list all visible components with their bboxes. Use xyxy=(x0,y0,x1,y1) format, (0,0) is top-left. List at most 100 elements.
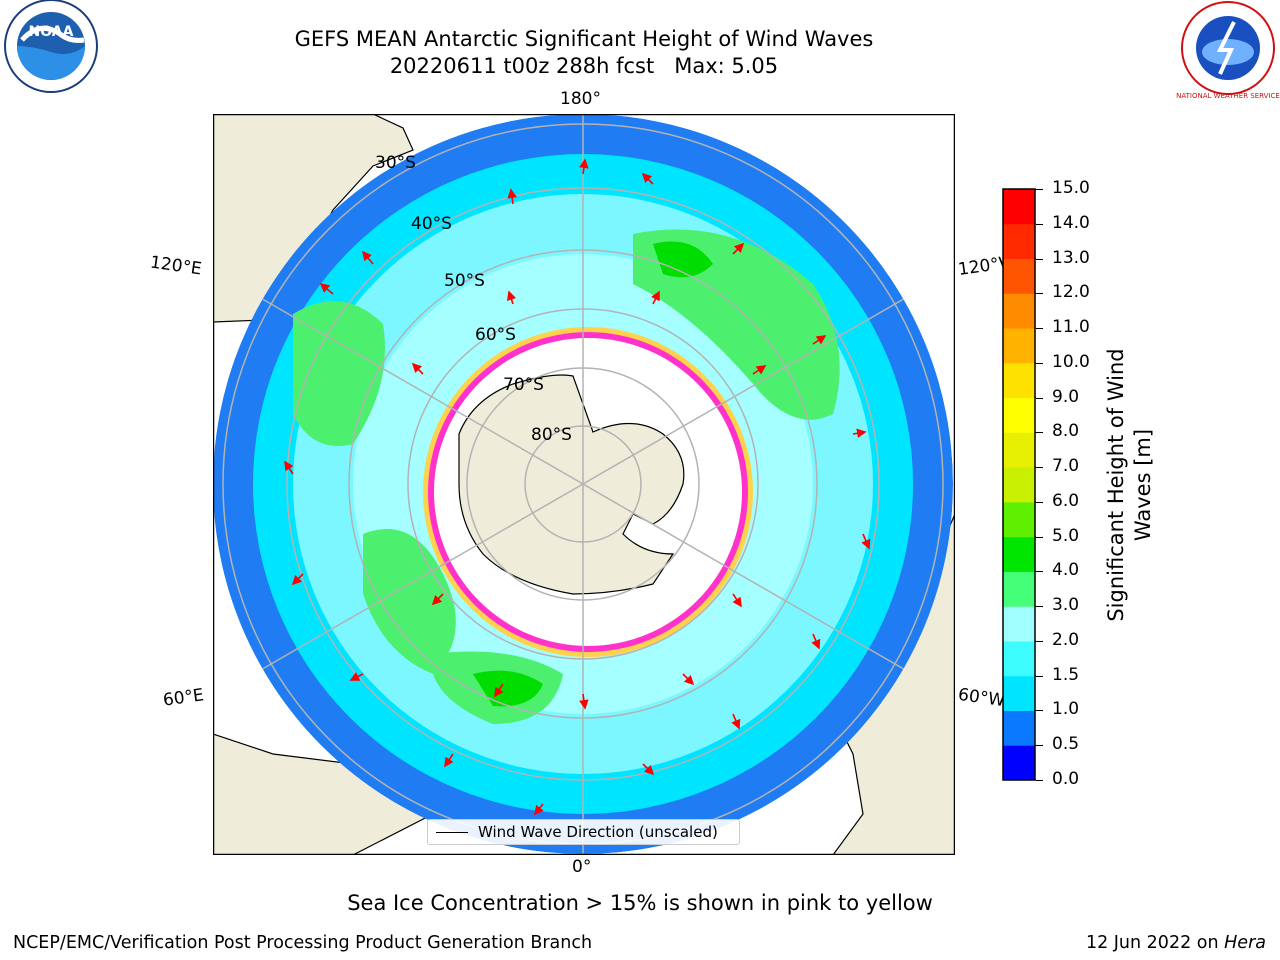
colorbar-tick-label: 6.0 xyxy=(1052,490,1080,511)
colorbar-title: Significant Height of Wind Waves [m] xyxy=(1103,305,1157,665)
colorbar-segment xyxy=(1003,571,1035,607)
colorbar-tick-label: 15.0 xyxy=(1052,178,1090,198)
colorbar-segment xyxy=(1003,675,1035,711)
arrow xyxy=(641,172,654,185)
lat-label-60s: 60°S xyxy=(475,325,516,345)
colorbar-segment xyxy=(1003,328,1035,364)
date-stamp: 12 Jun 2022 on Hera xyxy=(1086,933,1266,953)
colorbar-tick-mark xyxy=(1036,432,1043,434)
colorbar-segment xyxy=(1003,710,1035,746)
noaa-logo: NOAA xyxy=(4,0,98,93)
legend-label: Wind Wave Direction (unscaled) xyxy=(478,823,718,841)
arrow xyxy=(411,362,424,375)
colorbar-segment xyxy=(1003,293,1035,329)
lon-label-60e: 60°E xyxy=(161,685,206,711)
lat-label-70s: 70°S xyxy=(503,375,544,395)
arrow xyxy=(431,593,444,606)
colorbar-tick-label: 7.0 xyxy=(1052,456,1080,477)
colorbar-tick-label: 5.0 xyxy=(1052,525,1080,546)
colorbar-tick-label: 8.0 xyxy=(1052,421,1080,442)
colorbar-tick-mark xyxy=(1036,258,1043,260)
arrow xyxy=(651,290,660,305)
colorbar-tick-mark xyxy=(1036,710,1043,712)
credit-text: NCEP/EMC/Verification Post Processing Pr… xyxy=(13,933,593,953)
legend-line-swatch xyxy=(436,832,468,833)
arrow xyxy=(361,250,374,265)
colorbar-tick-mark xyxy=(1036,780,1043,781)
colorbar-title-line1: Significant Height of Wind xyxy=(1104,348,1128,622)
arrow xyxy=(284,460,294,475)
arrow xyxy=(752,365,767,375)
colorbar-tick-mark xyxy=(1036,501,1043,503)
colorbar-title-line2: Waves [m] xyxy=(1131,428,1155,542)
colorbar-tick-label: 0.0 xyxy=(1052,769,1080,789)
arrow xyxy=(494,683,504,698)
polar-map: 30°S 40°S 50°S 60°S 70°S 80°S xyxy=(213,114,955,855)
nws-logo: NATIONAL WEATHER SERVICE xyxy=(1176,1,1280,100)
colorbar-tick-label: 2.0 xyxy=(1052,629,1080,650)
arrow xyxy=(642,763,655,776)
colorbar-tick-mark xyxy=(1036,362,1043,364)
chart-title: GEFS MEAN Antarctic Significant Height o… xyxy=(294,27,874,51)
arrow xyxy=(534,803,544,816)
chart-subtitle: 20220611 t00z 288h fcst Max: 5.05 xyxy=(389,54,779,78)
date-prefix: 12 Jun 2022 on xyxy=(1085,933,1225,953)
arrow xyxy=(852,428,867,439)
ocean-field xyxy=(213,114,953,854)
lon-label-120e: 120°E xyxy=(148,252,203,280)
colorbar-tick-mark xyxy=(1036,293,1043,295)
lon-label-60w: 60°W xyxy=(956,684,1007,712)
colorbar-tick-mark xyxy=(1036,328,1043,330)
colorbar-tick-label: 9.0 xyxy=(1052,386,1080,407)
colorbar-tick-mark xyxy=(1036,397,1043,399)
colorbar-segment xyxy=(1003,640,1035,677)
colorbar-segment xyxy=(1003,432,1035,468)
arrow xyxy=(812,335,827,345)
noaa-logo-text: NOAA xyxy=(29,24,74,40)
arrow xyxy=(811,633,821,650)
arrow xyxy=(682,673,695,686)
colorbar-tick-mark xyxy=(1036,606,1043,608)
arrow xyxy=(732,242,745,255)
colorbar-segment xyxy=(1003,467,1035,503)
arrow xyxy=(731,713,741,730)
lon-label-180: 180° xyxy=(560,89,601,109)
lat-label-40s: 40°S xyxy=(411,214,452,234)
map-frame xyxy=(213,114,955,855)
arrow xyxy=(732,593,742,608)
arrow xyxy=(861,533,871,550)
colorbar-segment xyxy=(1003,258,1035,294)
wave-direction-arrows xyxy=(284,158,871,816)
colorbar-tick-mark xyxy=(1036,536,1043,538)
colorbar-segment xyxy=(1003,223,1035,260)
colorbar-tick-mark xyxy=(1036,640,1043,642)
lat-label-50s: 50°S xyxy=(444,271,485,291)
colorbar-tick-label: 13.0 xyxy=(1052,247,1090,268)
lat-label-30s: 30°S xyxy=(375,153,416,173)
lon-label-0: 0° xyxy=(572,857,592,877)
arrow xyxy=(507,188,517,205)
colorbar-segment xyxy=(1003,501,1035,538)
colorbar-tick-mark xyxy=(1036,571,1043,573)
colorbar-tick-label: 1.5 xyxy=(1052,664,1080,685)
arrow xyxy=(291,573,304,586)
latitude-label-group: 30°S 40°S 50°S 60°S 70°S 80°S xyxy=(375,153,572,445)
colorbar xyxy=(1002,188,1036,781)
colorbar-tick-mark xyxy=(1036,745,1043,747)
colorbar-tick-label: 12.0 xyxy=(1052,282,1090,303)
colorbar-tick-label: 11.0 xyxy=(1052,317,1090,338)
arrow xyxy=(506,290,517,305)
sea-ice-note: Sea Ice Concentration > 15% is shown in … xyxy=(347,891,933,915)
colorbar-tick-mark xyxy=(1036,223,1043,225)
colorbar-tick-label: 0.5 xyxy=(1052,734,1080,755)
arrow xyxy=(579,693,589,710)
colorbar-tick-label: 3.0 xyxy=(1052,595,1080,616)
nws-logo-text: NATIONAL WEATHER SERVICE xyxy=(1176,92,1280,100)
colorbar-tick-label: 10.0 xyxy=(1052,351,1090,372)
colorbar-tick-label: 14.0 xyxy=(1052,212,1090,233)
map-legend: Wind Wave Direction (unscaled) xyxy=(427,819,740,845)
colorbar-tick-mark xyxy=(1036,675,1043,677)
arrow xyxy=(579,158,589,175)
colorbar-segment xyxy=(1003,362,1035,399)
arrow xyxy=(349,672,364,681)
